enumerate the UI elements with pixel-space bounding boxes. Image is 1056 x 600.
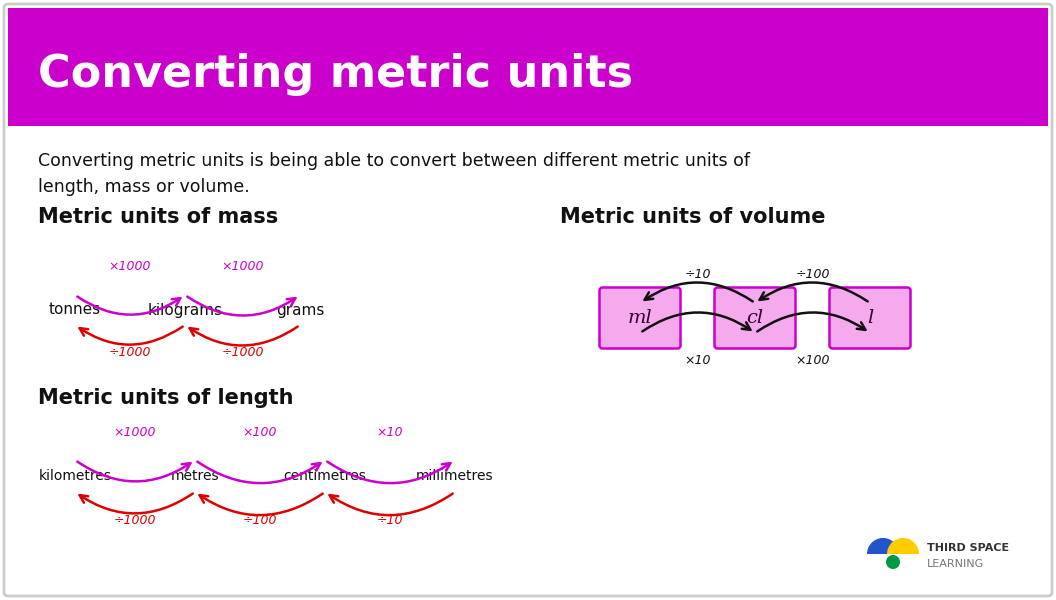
Text: ÷10: ÷10 — [684, 269, 711, 281]
Text: Metric units of volume: Metric units of volume — [560, 207, 826, 227]
FancyArrowPatch shape — [200, 494, 323, 515]
Text: LEARNING: LEARNING — [927, 559, 984, 569]
FancyArrowPatch shape — [329, 494, 453, 515]
FancyBboxPatch shape — [600, 287, 680, 349]
Text: ml: ml — [627, 309, 653, 327]
Text: ÷1000: ÷1000 — [114, 514, 156, 527]
Text: ×1000: ×1000 — [114, 425, 156, 439]
Text: grams: grams — [276, 302, 324, 317]
Text: tonnes: tonnes — [49, 302, 101, 317]
FancyArrowPatch shape — [187, 296, 296, 316]
Text: ÷10: ÷10 — [377, 514, 403, 527]
FancyArrowPatch shape — [77, 296, 181, 314]
Text: l: l — [867, 309, 873, 327]
Wedge shape — [867, 538, 899, 554]
FancyBboxPatch shape — [8, 8, 1048, 126]
Text: ÷1000: ÷1000 — [109, 346, 151, 359]
FancyBboxPatch shape — [4, 4, 1052, 596]
Text: Metric units of mass: Metric units of mass — [38, 207, 278, 227]
Text: ×1000: ×1000 — [109, 260, 151, 274]
Text: cl: cl — [747, 309, 763, 327]
Text: ×100: ×100 — [243, 425, 278, 439]
Text: ×10: ×10 — [684, 355, 711, 367]
FancyArrowPatch shape — [190, 326, 298, 346]
Text: ÷100: ÷100 — [795, 269, 830, 281]
Text: Converting metric units: Converting metric units — [38, 53, 634, 97]
Text: millimetres: millimetres — [416, 469, 494, 483]
Text: ×10: ×10 — [377, 425, 403, 439]
Text: Converting metric units is being able to convert between different metric units : Converting metric units is being able to… — [38, 152, 750, 170]
Text: THIRD SPACE: THIRD SPACE — [927, 543, 1010, 553]
Text: kilograms: kilograms — [148, 302, 223, 317]
Wedge shape — [887, 538, 919, 554]
Text: Metric units of length: Metric units of length — [38, 388, 294, 408]
Text: length, mass or volume.: length, mass or volume. — [38, 178, 250, 196]
Text: ×1000: ×1000 — [222, 260, 264, 274]
FancyArrowPatch shape — [79, 494, 192, 514]
FancyArrowPatch shape — [757, 313, 866, 331]
Text: ÷100: ÷100 — [243, 514, 278, 527]
FancyArrowPatch shape — [79, 326, 183, 344]
FancyArrowPatch shape — [642, 313, 751, 331]
Circle shape — [886, 555, 900, 569]
FancyArrowPatch shape — [197, 461, 320, 483]
Text: ×100: ×100 — [795, 355, 830, 367]
Text: metres: metres — [171, 469, 220, 483]
FancyArrowPatch shape — [327, 461, 451, 483]
Text: ÷1000: ÷1000 — [222, 346, 264, 359]
FancyArrowPatch shape — [644, 283, 753, 301]
FancyArrowPatch shape — [759, 283, 868, 301]
FancyBboxPatch shape — [715, 287, 795, 349]
Circle shape — [876, 538, 889, 550]
Text: centimetres: centimetres — [284, 469, 366, 483]
Text: kilometres: kilometres — [38, 469, 112, 483]
FancyBboxPatch shape — [830, 287, 910, 349]
Circle shape — [897, 538, 909, 550]
FancyArrowPatch shape — [77, 461, 190, 481]
